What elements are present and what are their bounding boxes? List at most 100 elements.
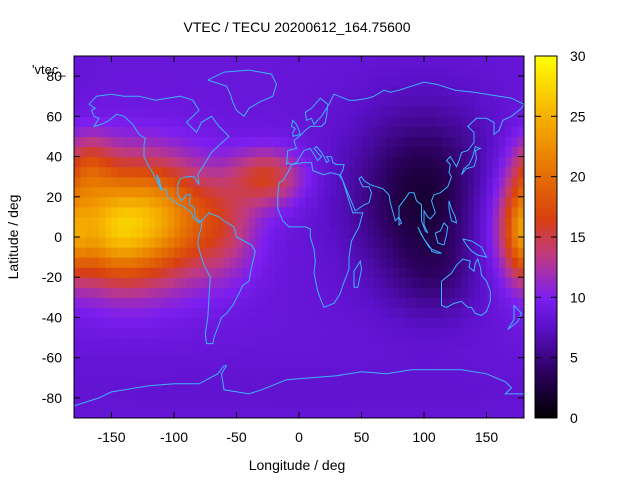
heatmap-cell (274, 297, 281, 308)
heatmap-cell (349, 66, 356, 77)
heatmap-cell (436, 86, 444, 97)
heatmap-cell (467, 287, 475, 298)
heatmap-cell (224, 216, 231, 228)
heatmap-cell (74, 196, 81, 208)
heatmap-cell (105, 327, 113, 339)
heatmap-cell (117, 317, 125, 329)
heatmap-cell (386, 146, 394, 158)
heatmap-cell (305, 317, 313, 329)
heatmap-cell (80, 307, 88, 319)
heatmap-cell (480, 377, 488, 389)
heatmap-cell (299, 196, 306, 208)
heatmap-cell (455, 387, 463, 399)
heatmap-cell (74, 76, 81, 87)
heatmap-cell (486, 226, 494, 238)
heatmap-cell (211, 247, 219, 258)
heatmap-cell (286, 76, 294, 87)
heatmap-cell (342, 277, 350, 288)
heatmap-cell (517, 166, 524, 178)
heatmap-cell (405, 247, 413, 258)
heatmap-cell (199, 226, 206, 238)
heatmap-cell (436, 297, 444, 308)
heatmap-cell (386, 76, 394, 87)
heatmap-cell (442, 116, 450, 127)
heatmap-cell (255, 116, 263, 127)
heatmap-cell (367, 317, 375, 329)
heatmap-cell (305, 247, 313, 258)
heatmap-cell (205, 136, 213, 148)
heatmap-cell (136, 116, 144, 127)
heatmap-cell (355, 126, 363, 138)
heatmap-cell (511, 317, 519, 329)
heatmap-cell (230, 126, 238, 138)
heatmap-cell (217, 317, 225, 329)
heatmap-cell (249, 176, 256, 188)
heatmap-cell (430, 86, 438, 97)
heatmap-cell (449, 317, 456, 329)
heatmap-cell (499, 96, 506, 107)
heatmap-cell (155, 106, 163, 117)
heatmap-cell (130, 66, 138, 77)
heatmap-cell (161, 367, 169, 379)
heatmap-cell (167, 277, 175, 288)
heatmap-cell (367, 347, 375, 359)
heatmap-cell (292, 146, 300, 158)
heatmap-cell (511, 106, 519, 117)
heatmap-cell (280, 257, 288, 268)
heatmap-cell (249, 297, 256, 308)
heatmap-cell (174, 327, 181, 339)
heatmap-cell (336, 166, 344, 178)
heatmap-cell (124, 307, 131, 319)
heatmap-cell (274, 257, 281, 268)
heatmap-cell (492, 136, 500, 148)
heatmap-cell (499, 247, 506, 258)
heatmap-cell (511, 237, 519, 248)
heatmap-cell (205, 237, 213, 248)
heatmap-cell (430, 257, 438, 268)
heatmap-cell (74, 186, 81, 198)
heatmap-cell (336, 267, 344, 278)
heatmap-cell (467, 126, 475, 138)
heatmap-cell (336, 247, 344, 258)
heatmap-cell (405, 237, 413, 248)
heatmap-cell (324, 287, 331, 298)
heatmap-cell (86, 156, 94, 168)
heatmap-cell (405, 126, 413, 138)
heatmap-cell (449, 176, 456, 188)
heatmap-cell (211, 387, 219, 399)
heatmap-cell (211, 367, 219, 379)
heatmap-cell (355, 327, 363, 339)
heatmap-cell (436, 66, 444, 77)
heatmap-cell (99, 277, 106, 288)
heatmap-cell (449, 106, 456, 117)
heatmap-cell (205, 257, 213, 268)
heatmap-cell (286, 287, 294, 298)
heatmap-cell (436, 136, 444, 148)
heatmap-cell (255, 407, 263, 418)
heatmap-cell (299, 297, 306, 308)
heatmap-cell (299, 327, 306, 339)
heatmap-cell (92, 367, 100, 379)
heatmap-cell (392, 146, 400, 158)
heatmap-cell (155, 397, 163, 409)
heatmap-cell (186, 196, 194, 208)
heatmap-cell (249, 106, 256, 117)
heatmap-cell (92, 257, 100, 268)
heatmap-cell (124, 156, 131, 168)
heatmap-cell (199, 186, 206, 198)
heatmap-cell (130, 297, 138, 308)
colorbar-tick-label: 10 (570, 289, 586, 305)
heatmap-cell (374, 76, 381, 87)
heatmap-cell (174, 377, 181, 389)
heatmap-cell (505, 357, 513, 369)
heatmap-cell (311, 116, 319, 127)
heatmap-cell (230, 106, 238, 117)
heatmap-cell (405, 86, 413, 97)
heatmap-cell (199, 377, 206, 389)
heatmap-cell (130, 156, 138, 168)
heatmap-cell (205, 407, 213, 418)
heatmap-cell (242, 96, 250, 107)
heatmap-cell (505, 186, 513, 198)
heatmap-cell (74, 206, 81, 218)
heatmap-cell (392, 297, 400, 308)
